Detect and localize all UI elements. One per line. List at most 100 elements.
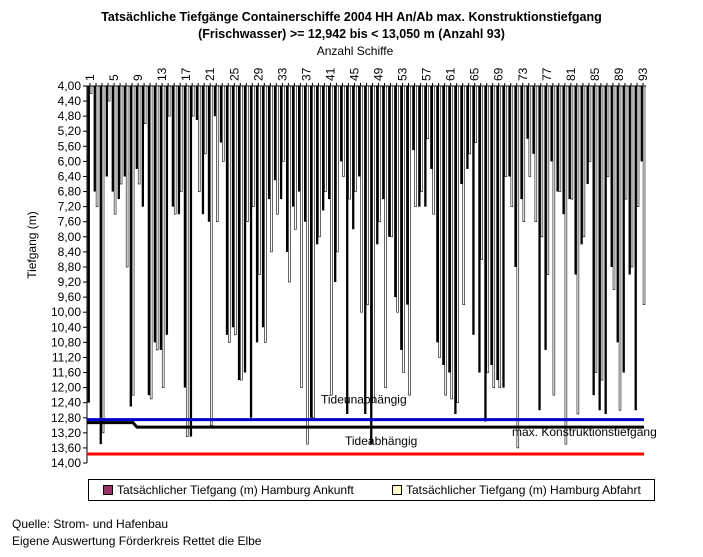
arrival-bar bbox=[532, 86, 535, 154]
departure-bar bbox=[179, 85, 183, 192]
x-tick-label: 93 bbox=[636, 67, 650, 81]
departure-bar bbox=[143, 85, 147, 125]
arrival-bar bbox=[514, 86, 517, 267]
arrival-bar bbox=[171, 86, 175, 207]
arrival-bar bbox=[586, 86, 589, 185]
departure-bar bbox=[101, 85, 105, 434]
departure-bar bbox=[348, 85, 351, 200]
arrival-bar bbox=[243, 86, 247, 373]
x-tick-label: 13 bbox=[155, 67, 169, 81]
legend-label-arrival: Tatsächlicher Tiefgang (m) Hamburg Ankun… bbox=[117, 483, 354, 497]
legend-item-arrival: Tatsächlicher Tiefgang (m) Hamburg Ankun… bbox=[103, 483, 354, 497]
departure-bar bbox=[372, 85, 375, 403]
draft-bar-chart: 4,004,404,805,205,606,006,40 6,807,207,60… bbox=[51, 67, 657, 470]
departure-bar bbox=[474, 85, 477, 143]
arrival-bar bbox=[207, 86, 211, 222]
x-tick-label: 33 bbox=[275, 67, 289, 81]
departure-bar bbox=[228, 85, 231, 343]
arrival-bar bbox=[466, 86, 469, 169]
y-tick-label: 12,80 bbox=[51, 411, 81, 425]
departure-bar bbox=[336, 85, 339, 253]
departure-bar bbox=[306, 85, 309, 445]
analysis-line: Eigene Auswertung Förderkreis Rettet die… bbox=[12, 534, 262, 548]
y-tick-label: 12,00 bbox=[51, 381, 81, 395]
arrival-bar bbox=[616, 86, 619, 343]
departure-bar bbox=[258, 85, 261, 275]
x-tick-label: 69 bbox=[492, 67, 506, 81]
arrival-bar bbox=[279, 86, 283, 200]
x-tick-label: 45 bbox=[347, 67, 361, 81]
departure-bar bbox=[167, 85, 171, 117]
x-tick-label: 17 bbox=[179, 67, 193, 81]
x-tick-label: 29 bbox=[251, 67, 265, 81]
y-tick-label: 9,20 bbox=[58, 275, 82, 289]
departure-bar bbox=[642, 85, 646, 305]
arrival-bar bbox=[316, 86, 319, 245]
arrival-bar bbox=[334, 86, 337, 283]
departure-bar bbox=[360, 85, 363, 313]
x-tick-label: 5 bbox=[107, 74, 121, 81]
y-tick-label: 13,20 bbox=[51, 426, 81, 440]
arrival-bar bbox=[454, 86, 457, 414]
arrival-bar bbox=[412, 86, 415, 151]
arrival-bar bbox=[490, 86, 493, 365]
max-construction-draft-line bbox=[87, 421, 644, 429]
departure-bar bbox=[576, 85, 580, 415]
arrival-bar bbox=[117, 86, 120, 200]
departure-bar bbox=[492, 85, 496, 388]
y-tick-label: 5,20 bbox=[58, 124, 82, 138]
arrival-bar bbox=[87, 86, 90, 403]
annotation-tideabhaengig: Tideabhängig bbox=[345, 434, 417, 448]
x-tick-label: 9 bbox=[131, 74, 145, 81]
arrival-bar bbox=[183, 86, 187, 388]
arrival-bar bbox=[592, 86, 595, 396]
arrival-bar bbox=[640, 86, 643, 162]
annotation-tideunabhaengig: Tideunabhängig bbox=[321, 393, 407, 407]
departure-bar bbox=[558, 85, 562, 192]
departure-bar bbox=[342, 85, 345, 177]
departure-bar bbox=[300, 85, 303, 388]
arrival-bar bbox=[189, 86, 193, 437]
departure-bar bbox=[330, 85, 333, 396]
source-line: Quelle: Strom- und Hafenbau bbox=[12, 517, 169, 531]
y-tick-label: 8,80 bbox=[58, 260, 82, 274]
x-tick-label: 73 bbox=[516, 67, 530, 81]
y-tick-label: 6,80 bbox=[58, 185, 82, 199]
departure-bar bbox=[246, 85, 249, 223]
arrival-bar bbox=[610, 86, 613, 267]
arrival-bar bbox=[442, 86, 445, 365]
arrival-bar bbox=[460, 86, 463, 185]
departure-bar bbox=[282, 85, 285, 162]
departure-bar bbox=[636, 85, 640, 207]
departure-bar bbox=[468, 85, 471, 155]
departure-bar bbox=[408, 85, 411, 396]
arrival-bar bbox=[165, 86, 169, 335]
y-tick-label: 11,20 bbox=[52, 350, 81, 364]
arrival-bar bbox=[219, 86, 223, 143]
arrival-bar bbox=[370, 86, 373, 445]
arrival-bar bbox=[153, 86, 157, 343]
arrival-bar bbox=[346, 86, 349, 414]
y-tick-label: 5,60 bbox=[58, 139, 82, 153]
arrival-bar bbox=[526, 86, 529, 139]
x-tick-label: 77 bbox=[540, 67, 554, 81]
departure-bar bbox=[95, 85, 99, 207]
arrival-bar bbox=[406, 86, 409, 305]
arrival-bar bbox=[484, 86, 487, 422]
departure-bar bbox=[149, 85, 153, 400]
departure-bar bbox=[552, 85, 556, 396]
arrival-bar bbox=[99, 86, 102, 445]
departure-bar bbox=[119, 85, 123, 185]
departure-bar bbox=[486, 85, 490, 373]
y-tick-label: 7,20 bbox=[58, 200, 82, 214]
arrival-bar bbox=[352, 86, 355, 230]
arrival-bar bbox=[303, 86, 307, 222]
departure-bar bbox=[354, 85, 357, 192]
departure-bar bbox=[450, 85, 453, 400]
departure-bar bbox=[131, 85, 135, 396]
arrival-bar bbox=[213, 86, 217, 117]
departure-bar bbox=[204, 85, 207, 155]
departure-bar bbox=[582, 85, 586, 238]
arrival-bar bbox=[634, 86, 637, 411]
arrival-bar bbox=[508, 86, 511, 177]
